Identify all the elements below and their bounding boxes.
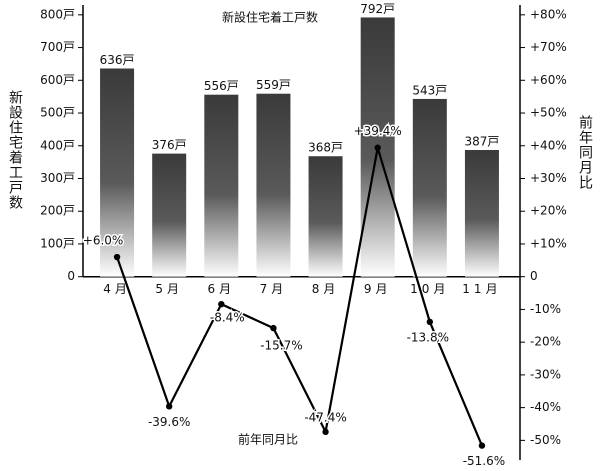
y2-tick-label: +30%: [530, 171, 567, 185]
y2-tick-label: +60%: [530, 73, 567, 87]
y2-tick-label: +80%: [530, 7, 567, 21]
line-value-label: -47.4%: [304, 410, 346, 424]
y2-tick-label: -10%: [530, 302, 561, 316]
bar-value-label: 368戸: [308, 141, 343, 155]
line-value-label: +6.0%: [83, 234, 124, 248]
line-point: [322, 428, 329, 436]
line-point: [374, 144, 381, 151]
y-tick-label: 400戸: [40, 138, 75, 152]
x-tick-label: 11月: [462, 282, 501, 296]
line-point: [113, 253, 121, 261]
y-tick-label: 500戸: [40, 106, 75, 120]
x-tick-label: 9月: [364, 282, 392, 296]
bar-value-label: 636戸: [100, 53, 135, 67]
y-tick-label: 800戸: [40, 7, 75, 21]
bar: [464, 150, 499, 277]
bar: [412, 98, 447, 277]
y2-tick-label: +50%: [530, 106, 567, 120]
bar-value-label: 556戸: [204, 79, 239, 93]
line-point: [426, 318, 434, 326]
series-name: 前年同月比: [238, 432, 298, 447]
line-point: [270, 324, 277, 332]
bar: [308, 156, 343, 277]
line-value-label: -51.6%: [463, 454, 505, 468]
x-tick-label: 7月: [260, 282, 288, 296]
bar-value-label: 559戸: [256, 78, 291, 92]
y-axis-label: 新設住宅着工戸数: [7, 90, 23, 210]
line-point: [218, 300, 225, 308]
y-tick-label: 200戸: [40, 204, 75, 218]
y-tick-label: 700戸: [40, 40, 75, 54]
y2-tick-label: -50%: [530, 433, 561, 447]
bar: [100, 68, 135, 277]
y2-tick-label: 0: [530, 269, 538, 283]
x-tick-label: 10月: [410, 282, 449, 296]
y2-tick-label: -40%: [530, 400, 561, 414]
bar-value-label: 792戸: [360, 2, 395, 16]
y2-tick-label: -20%: [530, 335, 561, 349]
y2-tick-label: +20%: [530, 204, 567, 218]
bar: [204, 94, 239, 277]
bar-value-label: 376戸: [152, 138, 187, 152]
line-value-label: -39.6%: [148, 415, 190, 429]
line-value-label: +39.4%: [354, 124, 402, 138]
line: [116, 147, 483, 447]
series-name: 新設住宅着工戸数: [222, 10, 318, 25]
y2-tick-label: +10%: [530, 236, 567, 250]
y-tick-label: 300戸: [40, 171, 75, 185]
line-value-label: -15.7%: [260, 339, 302, 353]
x-tick-label: 6月: [207, 282, 235, 296]
line-point: [478, 442, 486, 449]
line-value-label: -8.4%: [210, 311, 245, 325]
y-tick-label: 0: [67, 269, 75, 283]
bar-value-label: 543戸: [412, 83, 447, 97]
y-tick-label: 600戸: [40, 73, 75, 87]
x-tick-label: 5月: [155, 282, 183, 296]
y2-tick-label: +70%: [530, 40, 567, 54]
bar: [152, 153, 187, 277]
line-point: [165, 403, 173, 410]
bar: [256, 93, 291, 277]
x-tick-label: 8月: [312, 282, 340, 296]
y-tick-label: 100戸: [40, 236, 75, 250]
y2-tick-label: -30%: [530, 367, 561, 381]
x-tick-label: 4月: [103, 282, 131, 296]
y2-axis-label: 前年同月比: [577, 114, 593, 190]
bar-value-label: 387戸: [464, 135, 499, 149]
line-value-label: -13.8%: [407, 330, 449, 344]
y2-tick-label: +40%: [530, 138, 567, 152]
